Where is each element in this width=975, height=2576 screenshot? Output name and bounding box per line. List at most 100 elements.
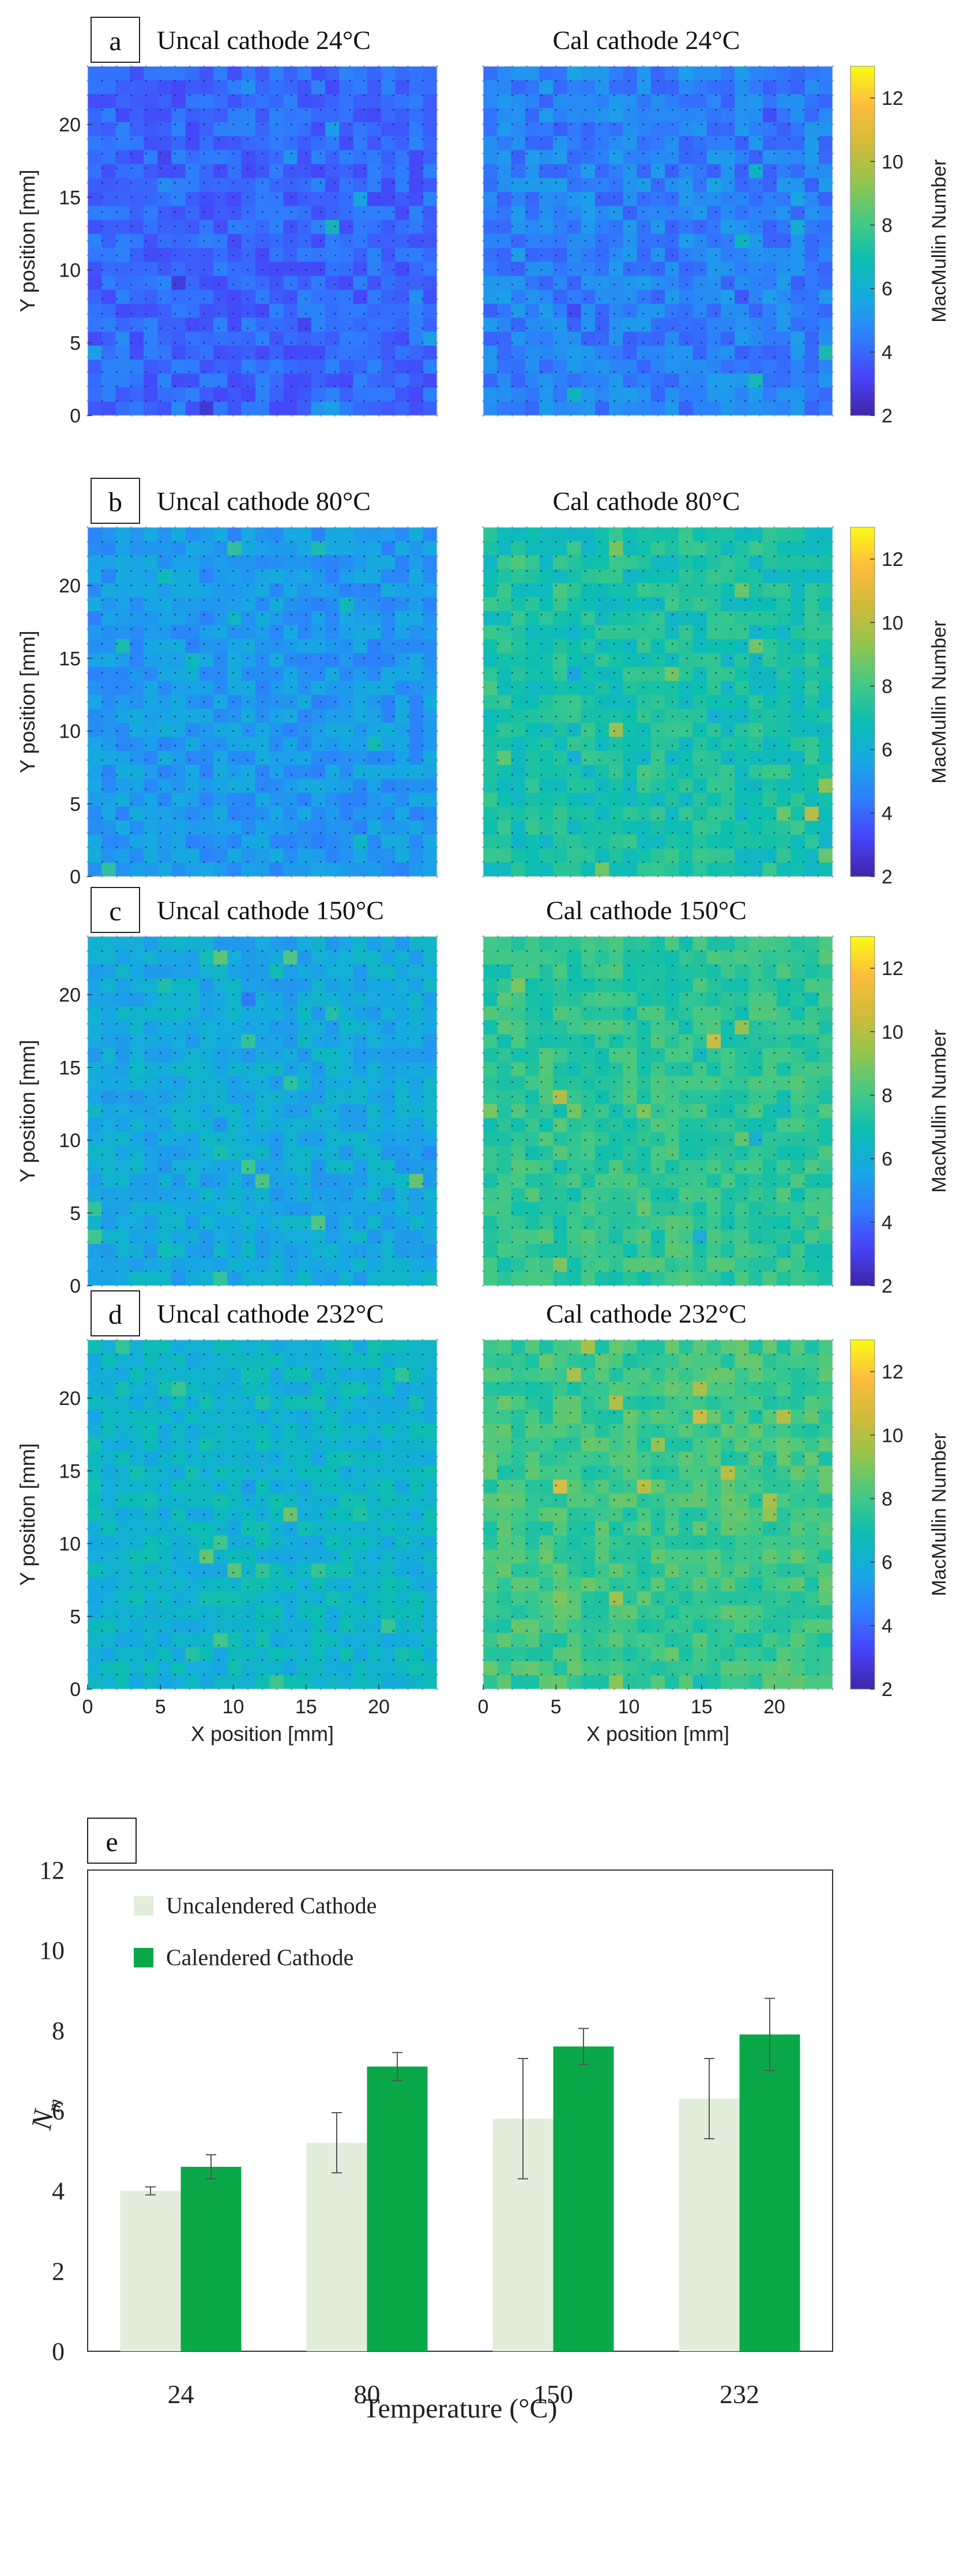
measurement-point bbox=[319, 312, 322, 315]
heatmap-cell bbox=[339, 527, 354, 542]
measurement-point bbox=[613, 686, 615, 689]
heatmap-cell bbox=[144, 779, 158, 794]
measurement-point bbox=[540, 196, 543, 198]
heatmap-cell bbox=[497, 150, 511, 165]
heatmap-cell bbox=[567, 275, 582, 290]
heatmap-cell bbox=[665, 639, 679, 654]
measurement-point bbox=[642, 225, 645, 228]
measurement-point bbox=[363, 686, 366, 689]
measurement-point bbox=[189, 138, 191, 140]
measurement-point bbox=[363, 584, 366, 587]
measurement-point bbox=[802, 269, 805, 271]
heatmap-cell bbox=[88, 387, 102, 402]
measurement-point bbox=[159, 773, 161, 776]
heatmap-cell bbox=[735, 779, 750, 794]
measurement-point bbox=[159, 788, 161, 791]
heatmap-cell bbox=[353, 848, 368, 863]
heatmap-cell bbox=[748, 122, 763, 137]
heatmap-cell bbox=[395, 136, 410, 150]
measurement-point bbox=[130, 613, 133, 616]
heatmap-cell bbox=[762, 192, 777, 206]
measurement-point bbox=[569, 94, 572, 97]
heatmap-cell bbox=[804, 401, 819, 416]
measurement-point bbox=[406, 846, 409, 849]
measurement-point bbox=[174, 803, 176, 805]
heatmap-cell bbox=[185, 583, 200, 598]
heatmap-cell bbox=[297, 821, 312, 835]
heatmap-cell bbox=[623, 360, 638, 374]
measurement-point bbox=[526, 657, 528, 659]
measurement-point bbox=[686, 327, 688, 330]
heatmap-cell bbox=[609, 220, 623, 235]
measurement-point bbox=[773, 80, 776, 82]
heatmap-cell bbox=[339, 360, 354, 374]
measurement-point bbox=[247, 745, 249, 747]
heatmap-cell bbox=[777, 206, 791, 221]
heatmap-cell bbox=[395, 318, 410, 333]
heatmap-cell bbox=[283, 345, 298, 360]
heatmap-cell bbox=[581, 806, 596, 821]
measurement-point bbox=[729, 269, 732, 271]
measurement-point bbox=[569, 599, 572, 601]
heatmap-cell bbox=[609, 177, 623, 192]
heatmap-cell bbox=[748, 150, 763, 165]
measurement-point bbox=[584, 254, 586, 256]
heatmap-cell bbox=[395, 220, 410, 235]
heatmap-cell bbox=[637, 765, 652, 779]
measurement-point bbox=[701, 312, 703, 315]
measurement-point bbox=[406, 788, 409, 791]
heatmap-cell bbox=[748, 304, 763, 318]
heatmap-cell bbox=[567, 792, 582, 807]
measurement-point bbox=[657, 298, 659, 300]
measurement-point bbox=[145, 210, 147, 213]
measurement-point bbox=[627, 167, 630, 169]
measurement-point bbox=[305, 254, 307, 256]
measurement-point bbox=[276, 400, 278, 402]
heatmap-cell bbox=[409, 583, 424, 598]
measurement-point bbox=[598, 788, 601, 791]
heatmap-cell bbox=[199, 373, 214, 388]
measurement-point bbox=[305, 327, 307, 330]
heatmap-cell bbox=[423, 318, 438, 333]
heatmap-cell bbox=[706, 150, 721, 165]
heatmap-cell bbox=[129, 653, 144, 667]
measurement-point bbox=[406, 773, 409, 776]
heatmap-cell bbox=[115, 736, 130, 751]
measurement-point bbox=[115, 284, 118, 286]
heatmap-cell bbox=[735, 806, 750, 821]
heatmap-cell bbox=[525, 66, 540, 81]
measurement-point bbox=[174, 342, 176, 344]
heatmap-cell bbox=[423, 862, 438, 877]
heatmap-cell bbox=[395, 527, 410, 542]
heatmap-cell bbox=[129, 736, 144, 751]
measurement-point bbox=[101, 356, 103, 358]
measurement-point bbox=[261, 861, 263, 863]
measurement-point bbox=[159, 541, 161, 543]
measurement-point bbox=[130, 832, 133, 834]
heatmap-cell bbox=[790, 66, 805, 81]
measurement-point bbox=[642, 254, 645, 256]
measurement-point bbox=[729, 356, 732, 358]
measurement-point bbox=[613, 312, 615, 315]
measurement-point bbox=[305, 817, 307, 819]
heatmap-cell bbox=[255, 750, 270, 765]
heatmap-cell bbox=[637, 792, 652, 807]
heatmap-cell bbox=[227, 555, 242, 570]
heatmap-cell bbox=[409, 653, 424, 667]
measurement-point bbox=[511, 745, 514, 747]
heatmap-cell bbox=[777, 625, 791, 640]
heatmap-cell bbox=[115, 360, 130, 374]
heatmap-cell bbox=[735, 206, 750, 221]
heatmap-cell bbox=[497, 94, 511, 109]
heatmap-cell bbox=[115, 583, 130, 598]
heatmap-cell bbox=[339, 765, 354, 779]
heatmap-cell bbox=[706, 806, 721, 821]
heatmap-cell bbox=[129, 275, 144, 290]
measurement-point bbox=[115, 541, 118, 543]
uncal-heatmap-frame bbox=[87, 527, 438, 877]
heatmap-cell bbox=[637, 723, 652, 738]
measurement-point bbox=[598, 832, 601, 834]
heatmap-cell bbox=[325, 318, 340, 333]
measurement-point bbox=[569, 167, 572, 169]
heatmap-cell bbox=[213, 164, 228, 179]
